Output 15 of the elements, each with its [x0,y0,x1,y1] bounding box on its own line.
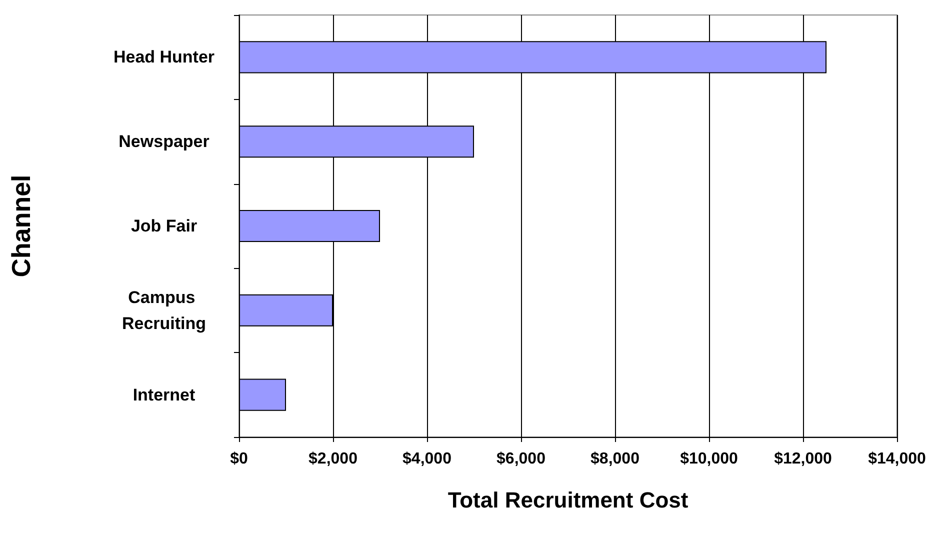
y-tick-label: Job Fair [130,216,198,236]
y-tick-label: Newspaper [118,132,210,152]
x-tick-label: $12,000 [774,450,832,468]
x-tick-label: $6,000 [496,450,546,468]
x-tick-label: $4,000 [402,450,452,468]
y-axis-title: Channel [6,174,36,278]
x-tick-label: $0 [230,450,248,468]
y-tick-label: Internet [132,385,196,404]
y-tick-label: Campus Recruiting [122,288,206,333]
x-tick-label: $14,000 [868,450,926,468]
x-tick-label: $10,000 [680,450,738,468]
x-tick-label: $8,000 [590,450,640,468]
y-tick-label: Head Hunter [113,48,215,67]
x-tick-label: $2,000 [308,450,358,468]
x-axis-title: Total Recruitment Cost [448,488,689,512]
